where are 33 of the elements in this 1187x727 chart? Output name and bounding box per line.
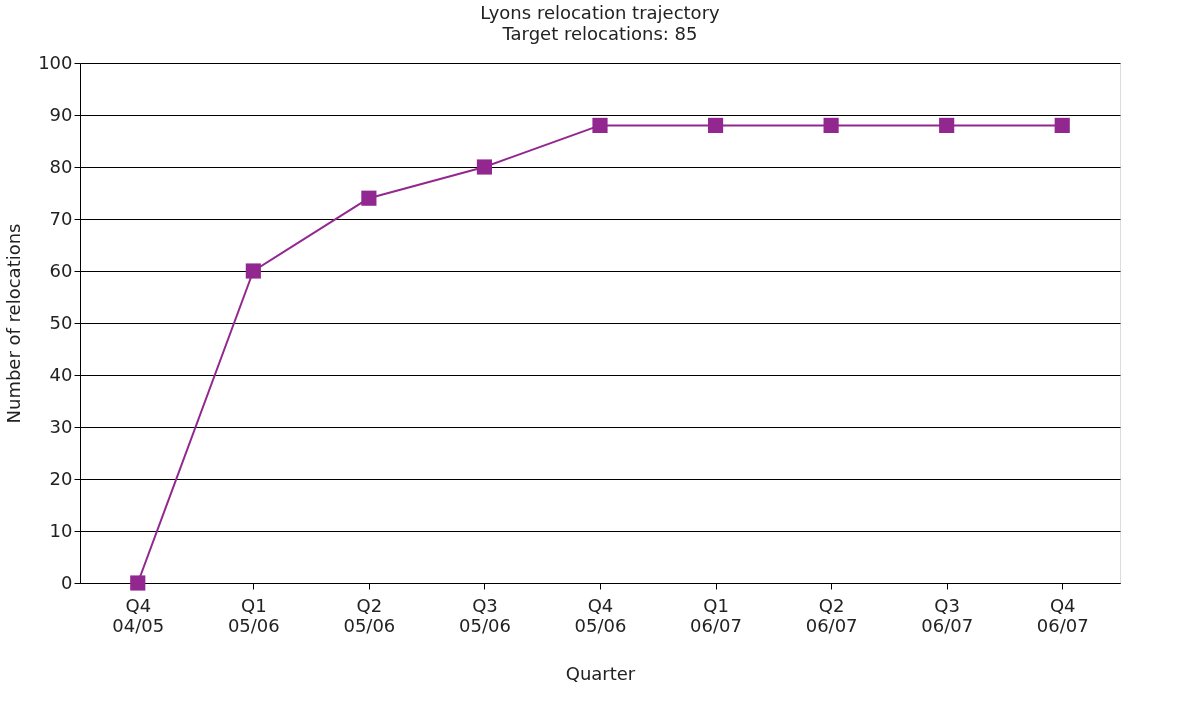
x-tick-label: Q4 06/07 — [1036, 594, 1089, 636]
point — [707, 117, 724, 133]
x-tick-label: Q3 06/07 — [921, 594, 974, 636]
y-tick-label: 50 — [49, 311, 73, 333]
point — [476, 159, 493, 175]
x-axis-title: Quarter — [565, 662, 636, 684]
chart-subtitle: Target relocations: 85 — [501, 23, 698, 44]
y-tick-label: 100 — [38, 51, 73, 73]
y-tick-label: 0 — [61, 571, 73, 593]
point — [823, 117, 839, 133]
y-tick-label: 20 — [49, 467, 73, 489]
y-tick-label: 80 — [49, 155, 73, 177]
point — [130, 575, 146, 591]
x-tick-label: Q1 05/06 — [227, 594, 280, 636]
chart-title: Lyons relocation trajectory — [480, 2, 721, 23]
x-tick-label: Q2 06/07 — [805, 594, 858, 636]
y-tick-label: 90 — [49, 103, 73, 125]
y-tick-label: 30 — [49, 415, 73, 437]
y-tick-label: 60 — [49, 259, 73, 281]
y-tick-label: 40 — [49, 363, 73, 385]
point — [361, 190, 377, 206]
x-tick-label: Q4 05/06 — [574, 594, 627, 636]
x-tick-label: Q4 04/05 — [112, 594, 165, 636]
x-tick-label: Q2 05/06 — [343, 594, 396, 636]
point — [245, 263, 261, 279]
y-axis-title: Number of relocations — [3, 223, 25, 424]
point — [939, 117, 955, 133]
y-tick-label: 70 — [49, 207, 73, 229]
x-tick-label: Q3 05/06 — [459, 594, 511, 636]
x-tick-label: Q1 06/07 — [690, 594, 742, 636]
y-tick-label: 10 — [49, 519, 73, 541]
point — [592, 117, 608, 133]
point — [1054, 117, 1070, 133]
